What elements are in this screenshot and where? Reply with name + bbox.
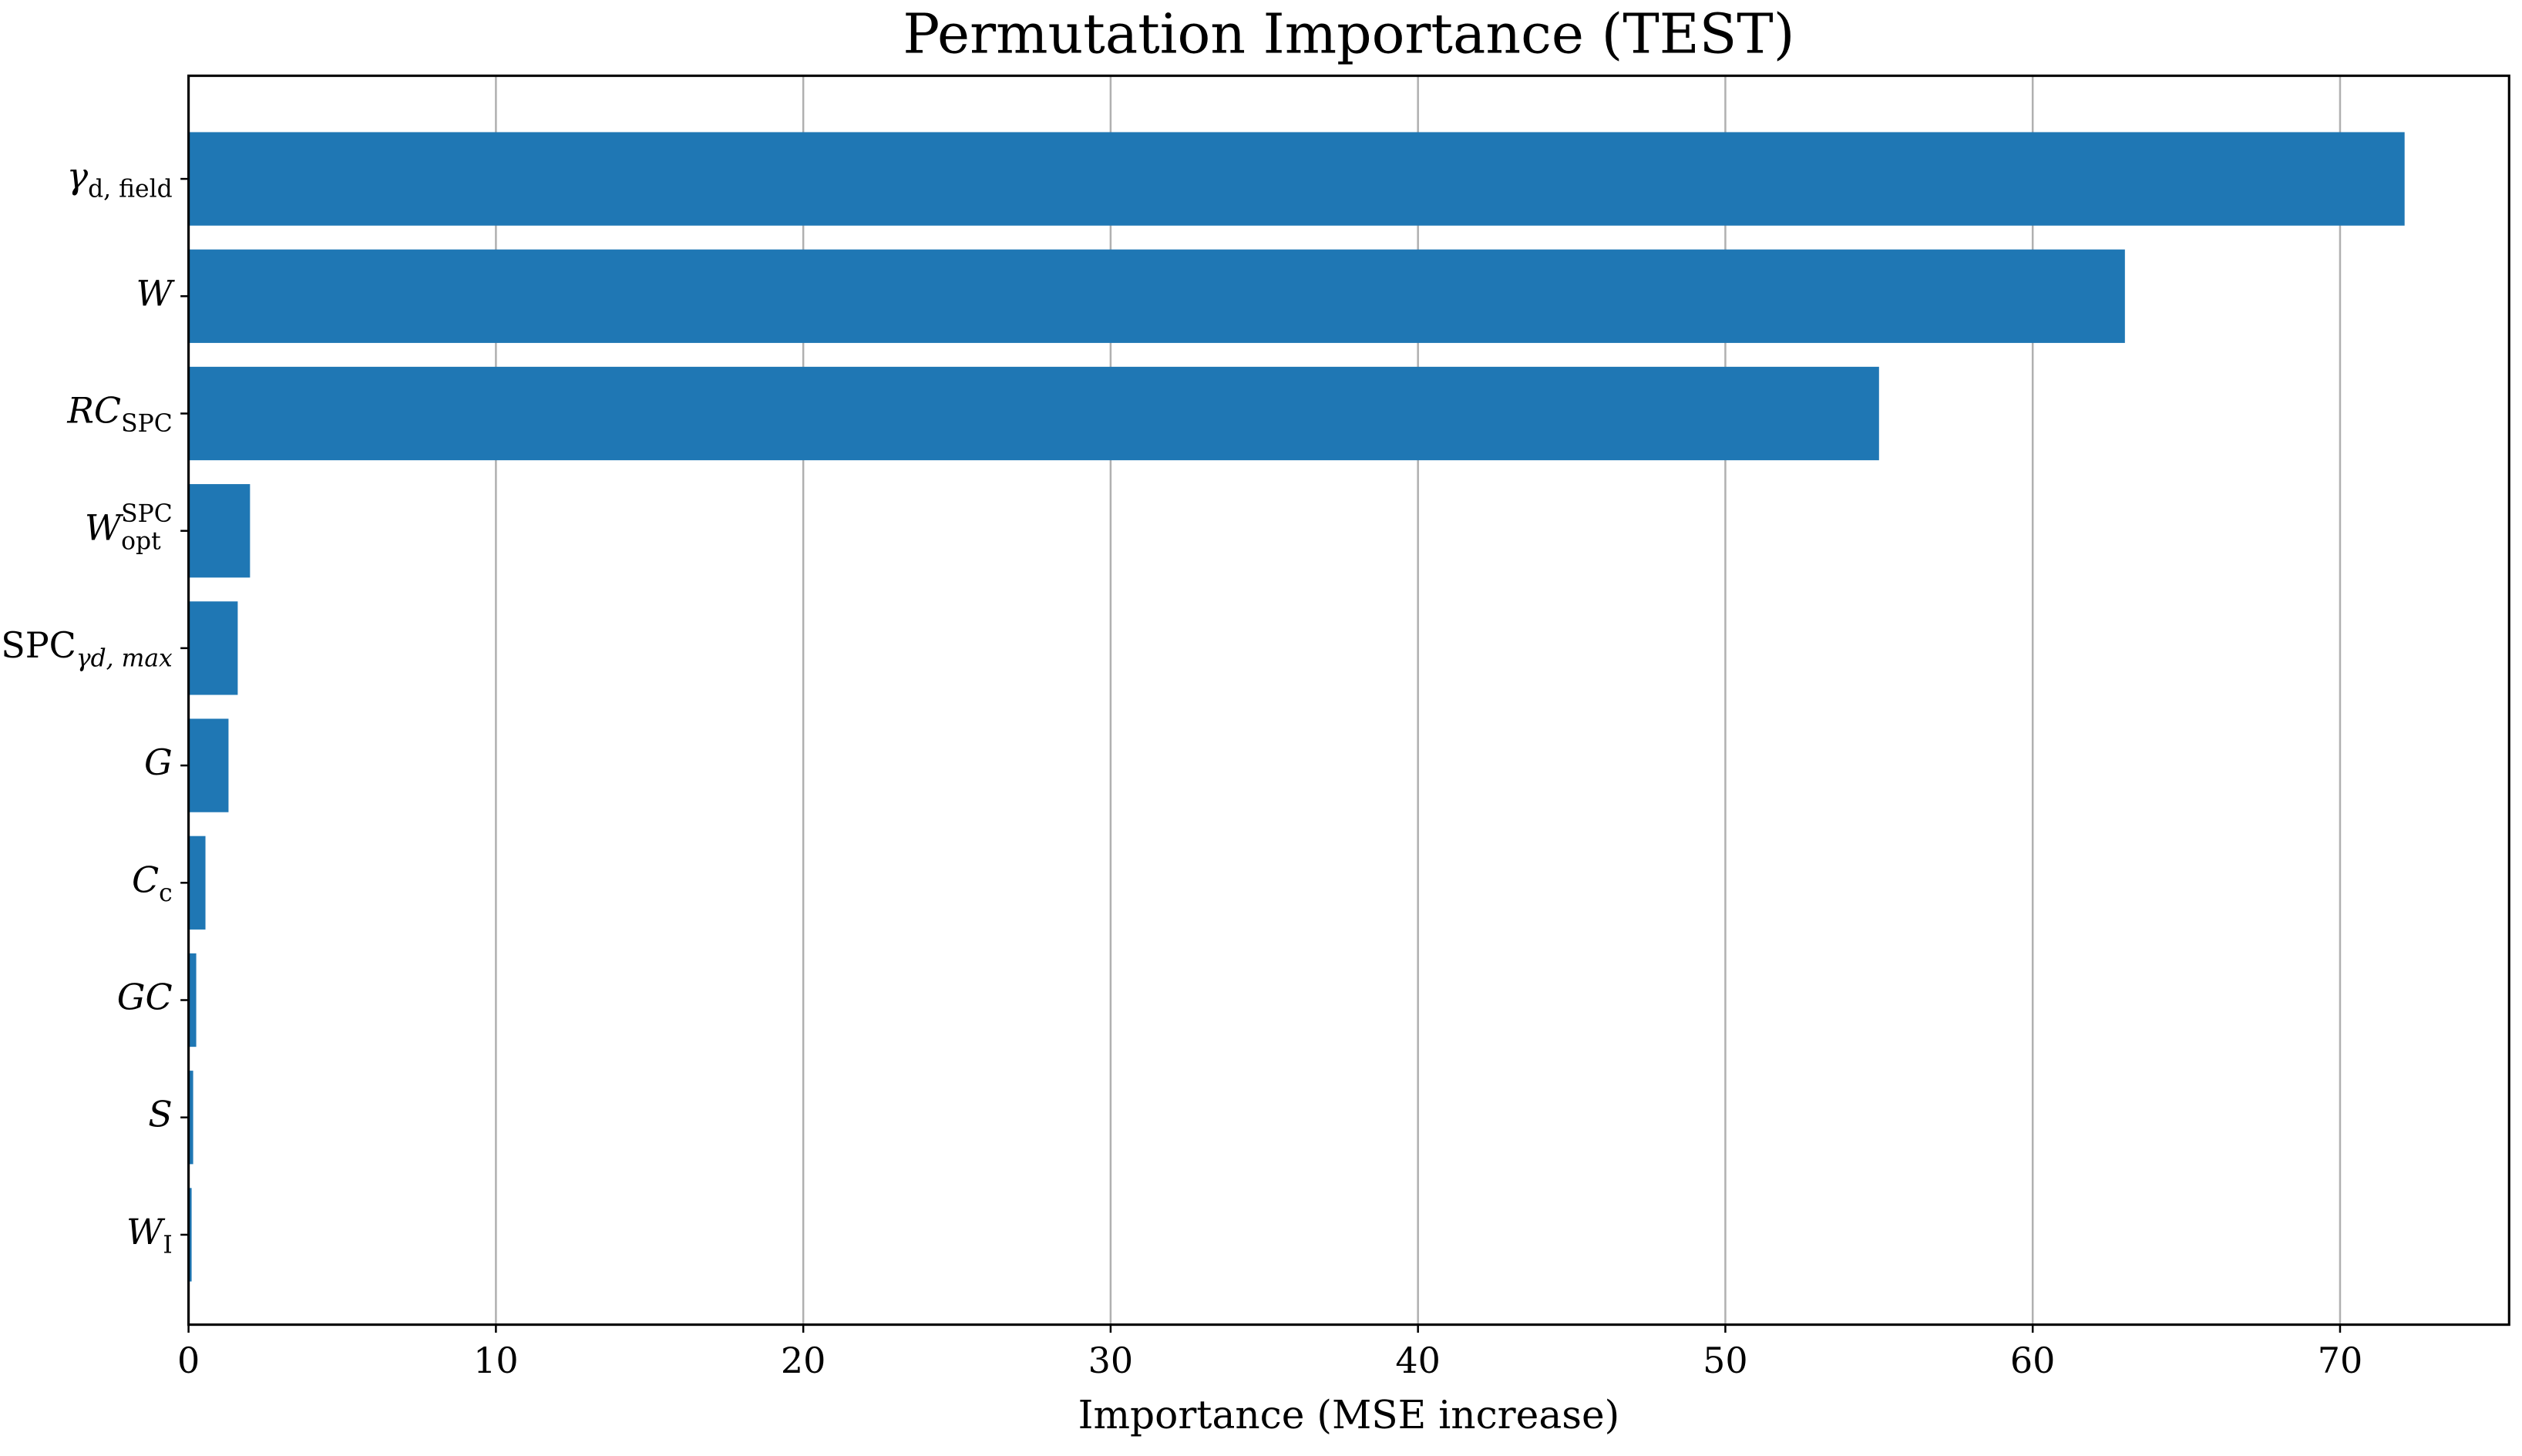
label-sup: SPC — [121, 499, 173, 527]
label-sub: SPC — [121, 410, 173, 438]
plot-frame — [187, 74, 2510, 1327]
bar — [188, 1071, 193, 1165]
bar — [188, 249, 2125, 343]
bar — [188, 953, 197, 1047]
x-tick-label: 50 — [1703, 1340, 1748, 1381]
x-tick-label: 30 — [1088, 1340, 1134, 1381]
label-main: G — [144, 741, 173, 783]
x-tick-label: 20 — [781, 1340, 826, 1381]
label-main: W — [136, 272, 175, 314]
y-tick-label: WoptSPC — [85, 499, 173, 555]
y-tick-label: W — [136, 272, 175, 314]
bar — [188, 718, 229, 812]
x-tick-label: 70 — [2318, 1340, 2363, 1381]
label-sub: c — [159, 879, 173, 906]
bar — [188, 601, 238, 695]
label-sub: opt — [121, 527, 161, 555]
label-main: γ — [67, 155, 89, 197]
x-tick-label: 10 — [473, 1340, 519, 1381]
chart-title: Permutation Importance (TEST) — [903, 2, 1794, 66]
x-tick-label: 40 — [1395, 1340, 1441, 1381]
bar — [188, 132, 2405, 226]
bar — [188, 366, 1879, 461]
bar — [188, 484, 251, 578]
label-main: RC — [66, 389, 121, 431]
y-tick-label: SPCγd, max — [1, 624, 173, 672]
y-tick-label: RCSPC — [66, 389, 172, 437]
label-main: SPC — [1, 624, 76, 666]
label-main: C — [132, 859, 159, 900]
label-main: S — [148, 1094, 173, 1135]
y-tick-label: γd, field — [67, 155, 173, 203]
bar — [188, 1188, 192, 1282]
x-tick-label: 60 — [2010, 1340, 2056, 1381]
label-sub: d, field — [88, 175, 173, 203]
y-tick-label: S — [148, 1094, 173, 1135]
label-main: W — [126, 1211, 166, 1253]
x-axis-label: Importance (MSE increase) — [1078, 1392, 1620, 1438]
label-sub: I — [163, 1231, 172, 1259]
y-tick-label: WI — [126, 1211, 173, 1259]
label-sub: γd, max — [76, 644, 173, 672]
label-main: GC — [117, 977, 173, 1018]
x-tick-label: 0 — [177, 1340, 200, 1381]
y-tick-label: GC — [117, 977, 173, 1018]
bar — [188, 836, 206, 930]
y-tick-label: G — [144, 741, 173, 783]
label-main: W — [85, 507, 124, 549]
y-tick-label: Cc — [132, 859, 173, 906]
